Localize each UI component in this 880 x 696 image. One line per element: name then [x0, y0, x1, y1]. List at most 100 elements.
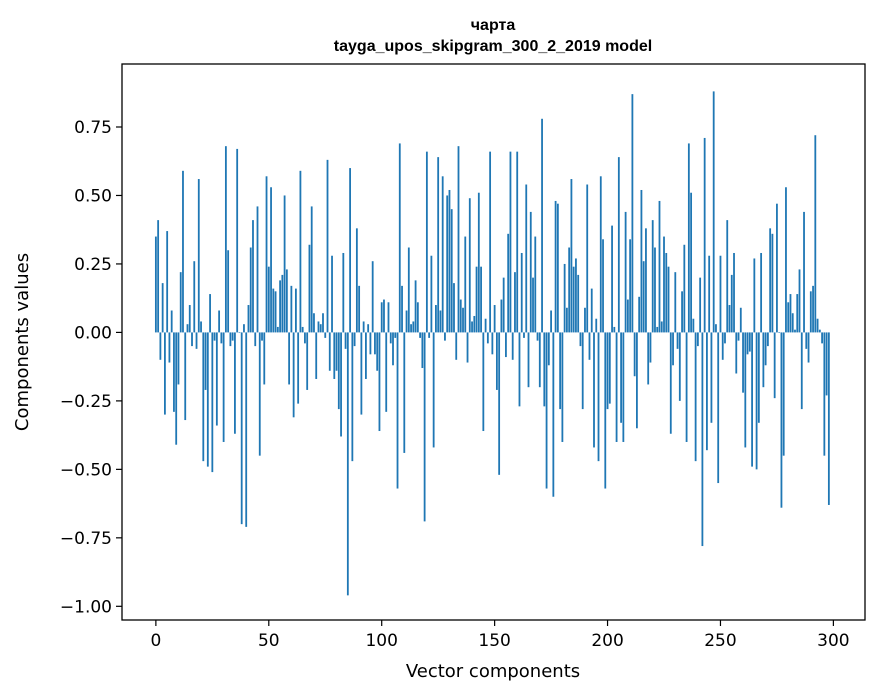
bar — [471, 321, 473, 333]
bar — [236, 148, 239, 333]
bar — [459, 299, 462, 333]
bar — [371, 261, 374, 333]
bar — [645, 228, 647, 333]
bar — [410, 324, 412, 333]
bar — [769, 228, 772, 333]
bar — [500, 299, 503, 333]
bar — [507, 233, 510, 333]
bar — [346, 332, 349, 596]
bar — [288, 332, 291, 385]
bar — [631, 94, 634, 333]
bar — [604, 332, 607, 489]
bar — [453, 283, 455, 333]
bar — [563, 263, 566, 333]
y-tick-label: 0.00 — [74, 323, 112, 343]
bar — [812, 285, 814, 333]
bar — [814, 135, 817, 333]
bar — [588, 332, 591, 360]
bar — [243, 324, 245, 333]
bar — [737, 332, 740, 341]
bar — [514, 272, 516, 333]
bar — [387, 302, 390, 333]
bar — [771, 233, 774, 333]
bar — [249, 247, 252, 333]
bar — [301, 326, 304, 333]
bar — [222, 332, 225, 442]
bar — [154, 236, 157, 333]
bar — [358, 285, 361, 333]
bar — [495, 332, 498, 390]
bar — [647, 332, 650, 385]
bar — [304, 332, 306, 344]
bar — [733, 252, 735, 333]
bar — [439, 310, 442, 333]
bar — [559, 332, 562, 410]
bar — [283, 195, 286, 333]
bar — [299, 170, 302, 333]
bar — [326, 159, 329, 333]
bar — [466, 332, 469, 363]
bar — [791, 313, 794, 333]
bar — [629, 239, 632, 333]
bar — [274, 291, 277, 333]
bar — [611, 225, 613, 333]
plot-area-frame — [121, 63, 866, 621]
bar — [575, 258, 577, 333]
bar — [636, 332, 638, 429]
bar — [179, 272, 182, 333]
bar — [324, 332, 327, 338]
bar — [595, 318, 598, 333]
bar — [757, 332, 760, 423]
bar — [780, 332, 783, 508]
bar — [450, 209, 453, 333]
bar — [556, 203, 559, 333]
bar — [615, 332, 618, 442]
bar — [245, 332, 248, 527]
bar — [656, 326, 659, 333]
bar — [414, 280, 417, 333]
bar — [374, 332, 376, 355]
bar — [360, 332, 363, 415]
bar — [728, 305, 731, 333]
bar — [762, 332, 765, 388]
bar — [809, 291, 812, 333]
bar — [527, 332, 530, 388]
y-tick-label: −0.50 — [60, 460, 112, 480]
bar — [344, 332, 347, 349]
bar — [748, 332, 751, 352]
bar — [690, 192, 693, 333]
bar — [744, 332, 747, 448]
bar — [261, 332, 263, 341]
bar — [423, 332, 426, 522]
bar — [721, 332, 724, 360]
bar — [764, 332, 767, 366]
x-tick-label: 200 — [591, 631, 623, 651]
bar — [335, 332, 338, 371]
y-axis-label: Components values — [12, 253, 33, 431]
bar — [586, 184, 589, 333]
bar — [755, 332, 758, 470]
bar — [416, 302, 419, 333]
bar — [425, 151, 428, 333]
bar — [297, 332, 300, 404]
bar — [340, 332, 342, 437]
bar — [525, 184, 528, 333]
bar — [678, 332, 681, 401]
bar — [231, 332, 234, 341]
bar — [624, 211, 627, 333]
bar — [166, 231, 169, 333]
bar — [794, 329, 796, 333]
bar — [489, 151, 492, 333]
bar — [159, 332, 162, 360]
bar — [279, 280, 281, 333]
bar — [579, 332, 582, 347]
bar — [362, 321, 365, 333]
bar — [717, 332, 720, 484]
bar — [651, 220, 654, 333]
bar — [536, 332, 539, 341]
bar — [708, 255, 711, 333]
y-tick-label: 0.75 — [74, 118, 112, 138]
y-tick-label: 0.50 — [74, 186, 112, 206]
bar — [177, 332, 180, 385]
bar — [633, 332, 636, 377]
